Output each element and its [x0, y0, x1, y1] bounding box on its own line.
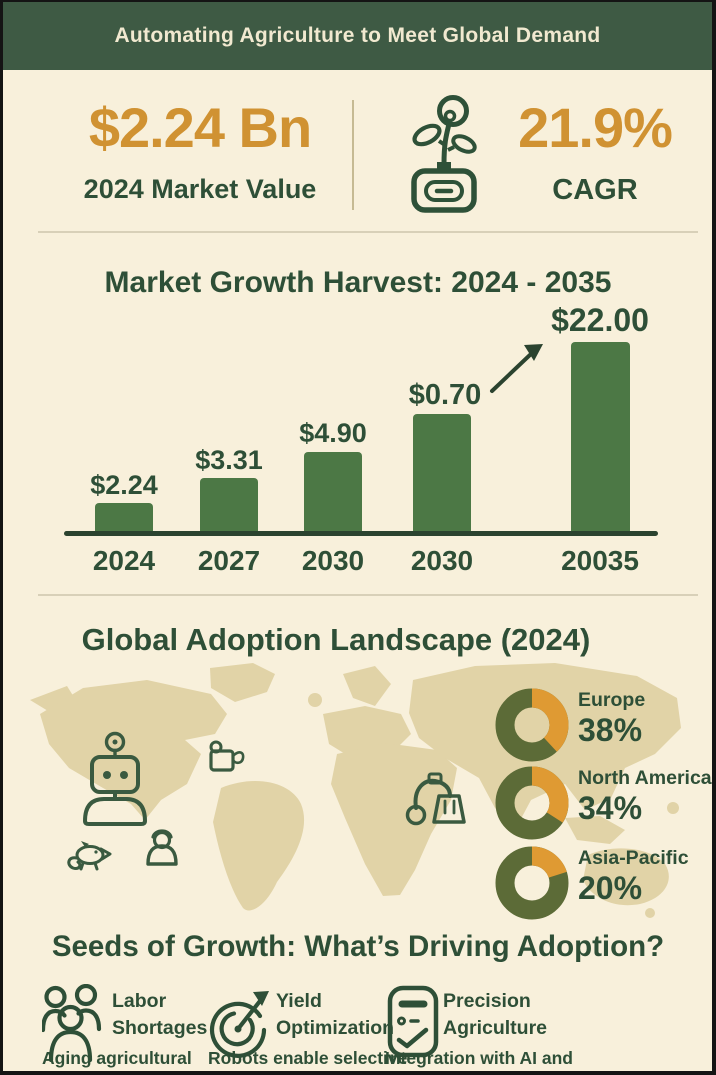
x-tick: 2030: [301, 545, 365, 576]
driver-heading: Labor Shortages: [112, 990, 208, 1039]
cagr-stat: 21.9%: [518, 96, 673, 159]
page-title: Automating Agriculture to Meet Global De…: [114, 24, 601, 47]
donut-north-america: [494, 765, 570, 841]
cagr-label: CAGR: [552, 174, 638, 206]
x-tick: 20035: [561, 545, 639, 576]
target-arrow-icon: [208, 984, 272, 1060]
section-divider-1: [38, 231, 698, 233]
robotic-arm-icon: [405, 772, 466, 826]
donut-asia-pacific: [494, 845, 570, 921]
drivers-title: Seeds of Growth: What’s Driving Adoption…: [51, 930, 665, 963]
region-name: Europe: [578, 689, 646, 711]
bar-value-label: $2.24: [90, 470, 158, 500]
bar-value-label: $4.90: [299, 418, 367, 448]
webcam-icon: [209, 740, 245, 772]
driver-description: Aging agricultural: [42, 1048, 192, 1068]
bar-2030a: [304, 452, 362, 531]
header-banner: Automating Agriculture to Meet Global De…: [3, 2, 712, 70]
region-percent: 38%: [578, 712, 643, 748]
bar-value-label: $22.00: [551, 302, 649, 338]
region-percent: 34%: [578, 790, 643, 826]
robot-icon: [83, 731, 147, 826]
bar-2027: [200, 478, 258, 531]
section-divider-2: [38, 594, 698, 596]
driver-description: Integration with AI and: [385, 1048, 573, 1068]
bar-2024: [95, 503, 153, 531]
x-tick: 2030: [410, 545, 474, 576]
x-tick: 2024: [92, 545, 156, 576]
driver-heading: Precision Agriculture: [443, 990, 548, 1039]
driver-heading: Yield Optimization: [276, 990, 395, 1039]
bar-2030b: [413, 414, 471, 531]
growth-arrow-icon: [482, 336, 550, 400]
people-icon: [42, 984, 104, 1062]
device-checklist-icon: [385, 984, 441, 1060]
x-tick: 2027: [197, 545, 261, 576]
bar-2035: [571, 342, 630, 531]
chart-title: Market Growth Harvest: 2024 - 2035: [104, 266, 612, 299]
market-value-stat: $2.24 Bn: [88, 96, 312, 159]
region-percent: 20%: [578, 870, 643, 906]
bar-value-label: $0.70: [408, 379, 482, 411]
potted-sprout-icon: [406, 92, 482, 214]
continents: [30, 663, 681, 918]
region-name: Asia-Pacific: [578, 847, 689, 869]
market-value-label: 2024 Market Value: [83, 174, 317, 204]
donut-europe: [494, 687, 570, 763]
region-name: North America: [578, 767, 712, 789]
stats-divider: [352, 100, 354, 210]
adoption-title: Global Adoption Landscape (2024): [81, 622, 591, 657]
chameleon-icon: [67, 841, 112, 871]
world-map: [25, 658, 695, 923]
driver-description: Robots enable selective: [208, 1048, 408, 1068]
bar-value-label: $3.31: [195, 445, 263, 475]
farmer-icon: [146, 829, 178, 866]
x-axis: [64, 531, 658, 536]
